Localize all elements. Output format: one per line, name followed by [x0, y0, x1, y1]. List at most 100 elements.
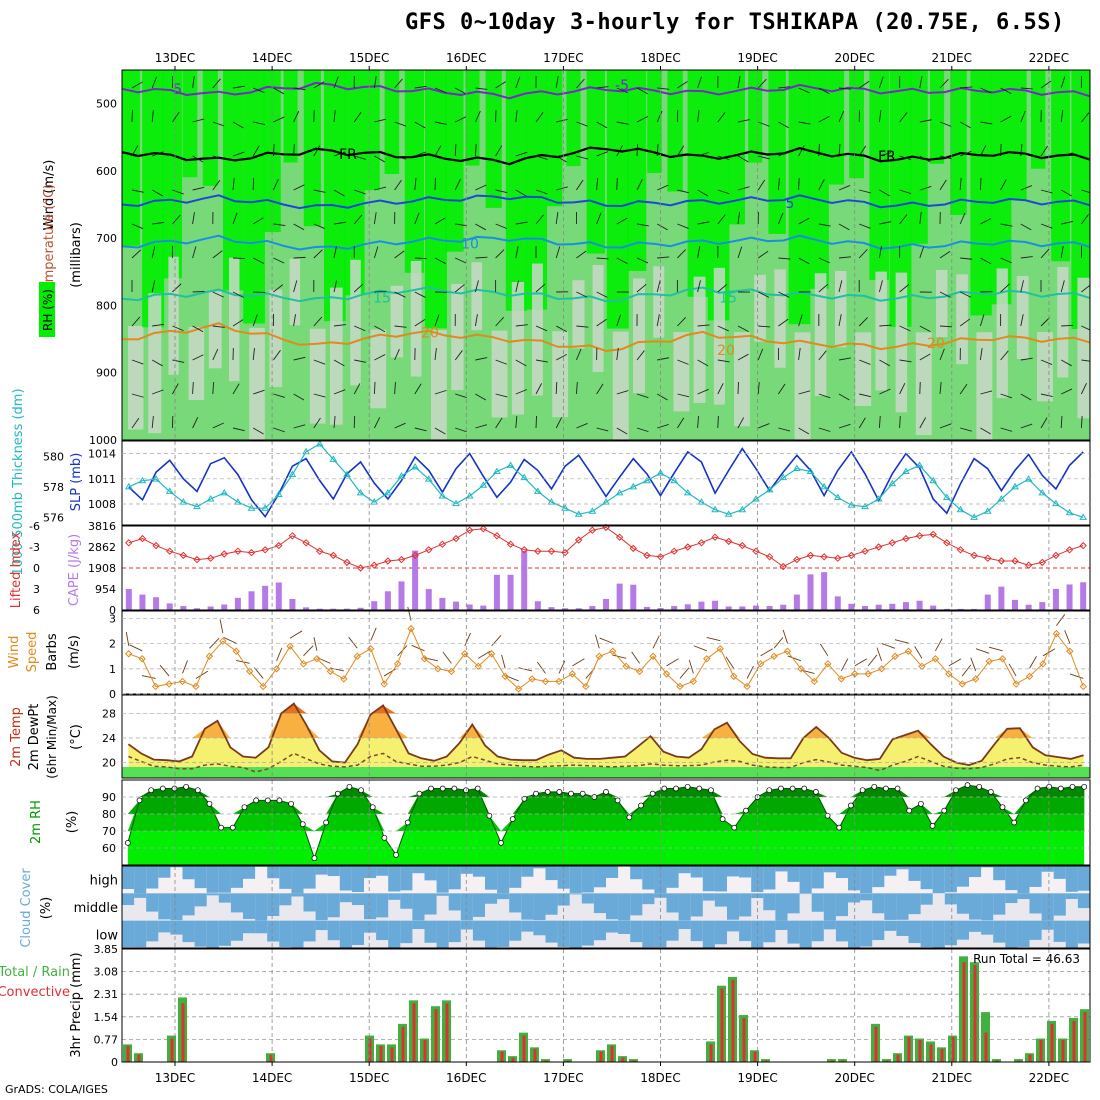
isotherm-label: 20 — [717, 343, 735, 359]
wind-barb — [737, 186, 750, 191]
wind-barb — [273, 350, 281, 361]
wind-barb — [273, 393, 286, 398]
wind-barb — [1061, 388, 1073, 395]
rh-marker — [883, 785, 889, 792]
li-marker — [506, 540, 515, 548]
wind-barb — [939, 382, 942, 395]
precip-conv-bar — [137, 1054, 141, 1062]
thickness-marker — [247, 504, 256, 511]
wind-barb — [192, 186, 205, 191]
rh-moist-band — [627, 70, 647, 271]
rh-marker — [276, 797, 283, 804]
rh-marker — [218, 824, 224, 831]
wind-barb — [555, 212, 559, 225]
thickness-marker — [261, 504, 270, 511]
precip-conv-bar — [544, 1060, 548, 1062]
rh-marker — [264, 797, 271, 804]
wind-barb — [252, 314, 258, 327]
wind-barb — [596, 291, 608, 298]
wind-barb — [475, 256, 488, 259]
wind-barb — [454, 87, 466, 95]
wind-barb — [1000, 179, 1007, 191]
wind-barb — [596, 257, 609, 260]
wind-barb — [838, 110, 845, 123]
wind-barb-10m — [536, 661, 546, 674]
minmax-axis-label: (6hr Min/Max) — [45, 695, 59, 779]
li-marker — [984, 554, 992, 562]
rh-dry-band — [713, 267, 726, 405]
rh-moist-band — [889, 70, 912, 327]
wind-barb — [394, 179, 402, 191]
cloud-cover-cell — [799, 920, 812, 948]
cape-bar — [1012, 599, 1019, 610]
precip-conv-bar — [1039, 1039, 1043, 1062]
li-marker — [711, 533, 719, 541]
rh-marker — [708, 787, 714, 794]
rh-marker — [824, 812, 831, 819]
cape-bar — [671, 606, 678, 610]
wind-barb-10m — [1064, 630, 1071, 644]
li-marker — [1011, 557, 1019, 565]
rh-marker — [393, 851, 399, 858]
wind-barb — [657, 424, 669, 429]
li-marker — [479, 525, 488, 533]
wind-barb — [192, 291, 205, 293]
cloud-cover-cell — [182, 866, 195, 880]
rh-moist-band — [546, 70, 563, 207]
rh-marker — [486, 812, 493, 819]
wind-barb — [555, 381, 558, 395]
wind-barb — [556, 118, 569, 123]
wind-barb — [172, 325, 184, 332]
isotherm-label: -5 — [615, 78, 629, 94]
rh-dry-band — [471, 262, 483, 331]
isotherm-line — [122, 81, 1090, 100]
thickness-marker — [711, 505, 719, 513]
wind-barb — [919, 325, 931, 332]
wind-barb — [737, 325, 749, 333]
wind-barb — [212, 121, 225, 127]
rh-dry-band — [269, 289, 283, 388]
cloud-cover-cell — [460, 920, 473, 930]
cloud-cover-cell — [364, 893, 377, 920]
rh-marker — [614, 797, 621, 804]
isotherm-label: 10 — [461, 237, 479, 253]
wind-barb — [212, 422, 224, 429]
wind-barb — [636, 179, 643, 191]
thickness-marker — [411, 462, 420, 470]
rh-moist-band — [344, 70, 365, 296]
wind-speed-marker — [205, 652, 214, 660]
wind-barb — [455, 257, 467, 264]
wind-barb — [232, 151, 245, 157]
wind-barb — [192, 212, 195, 225]
wind-barb — [778, 291, 790, 298]
date-label-top: 20DEC — [834, 51, 874, 65]
wind-barb — [596, 318, 607, 327]
wind-barb-10m — [1029, 656, 1037, 669]
wind-barb — [252, 427, 264, 435]
rh-marker — [789, 785, 796, 792]
wind-barb — [899, 325, 911, 332]
rh-moist-band — [223, 70, 244, 291]
date-label-top: 16DEC — [446, 51, 486, 65]
rh-marker — [941, 807, 948, 814]
wind-barb — [192, 416, 199, 429]
wind-barb — [293, 184, 305, 191]
cloud-cover-cell — [545, 893, 558, 915]
wind-barb — [1020, 314, 1024, 327]
cloud-cover-cell — [956, 866, 969, 887]
wind-barb — [919, 155, 931, 163]
rh-marker — [579, 790, 586, 797]
wind-barb — [293, 314, 296, 327]
rh-marker — [416, 790, 423, 797]
rh-marker — [498, 840, 504, 846]
cloud-cover-cell — [823, 893, 836, 921]
cape-bar — [630, 584, 637, 610]
cloud-cover-cell — [835, 866, 848, 879]
wind-speed-marker — [931, 655, 940, 663]
wind-barb — [717, 383, 724, 395]
wind-barb — [636, 143, 639, 157]
wind-barb — [737, 417, 745, 429]
wind-barb — [353, 383, 361, 395]
wind-speed-marker — [192, 682, 200, 691]
wind-speed-marker — [528, 675, 536, 683]
